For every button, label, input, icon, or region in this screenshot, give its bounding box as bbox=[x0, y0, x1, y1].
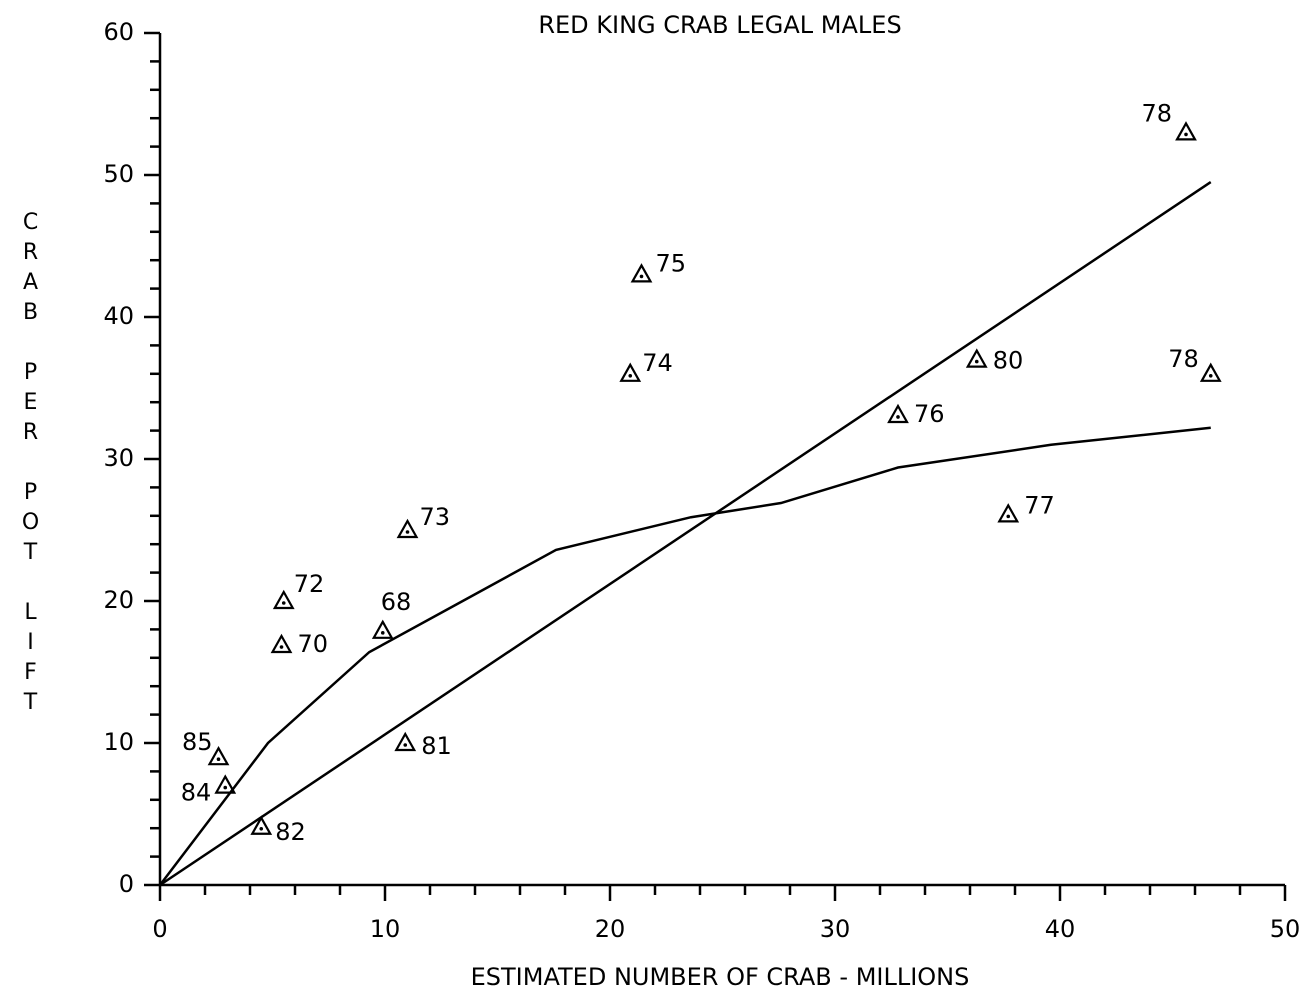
point bbox=[619, 362, 642, 382]
triangle-marker bbox=[887, 403, 909, 424]
triangle-marker bbox=[396, 518, 419, 539]
point bbox=[887, 403, 909, 424]
point bbox=[997, 503, 1020, 523]
point-label: 75 bbox=[656, 249, 687, 277]
marker-dot bbox=[1006, 514, 1011, 519]
point-label: 80 bbox=[993, 347, 1024, 375]
triangle-marker bbox=[371, 619, 394, 639]
point-label: 76 bbox=[914, 400, 945, 428]
y-tick-label: 40 bbox=[103, 302, 134, 330]
marker-dot bbox=[1208, 374, 1213, 378]
point bbox=[630, 263, 653, 283]
point-label: 74 bbox=[642, 349, 673, 377]
point bbox=[207, 745, 230, 766]
point-label: 85 bbox=[182, 728, 213, 756]
y-tick-label: 60 bbox=[103, 18, 134, 46]
curve bbox=[159, 181, 1212, 887]
marker-dot bbox=[896, 415, 900, 419]
y-tick-label: 30 bbox=[103, 444, 134, 472]
x-tick-label: 50 bbox=[1270, 915, 1301, 943]
marker-dot bbox=[403, 743, 408, 747]
point-label: 78 bbox=[1168, 345, 1199, 373]
x-tick-label: 10 bbox=[370, 915, 401, 943]
point bbox=[394, 731, 417, 752]
marker-dot bbox=[279, 645, 284, 649]
x-tick-label: 40 bbox=[1045, 915, 1076, 943]
x-tick-label: 30 bbox=[820, 915, 851, 943]
x-axis-label: ESTIMATED NUMBER OF CRAB - MILLIONS bbox=[471, 963, 970, 991]
point bbox=[965, 348, 988, 368]
point-label: 84 bbox=[181, 779, 212, 807]
y-tick-label: 20 bbox=[103, 586, 134, 614]
point bbox=[396, 518, 419, 539]
point-label: 82 bbox=[275, 818, 306, 846]
point-label: 73 bbox=[420, 503, 451, 531]
triangle-marker bbox=[997, 503, 1020, 523]
triangle-marker bbox=[1175, 121, 1197, 141]
point bbox=[371, 619, 394, 639]
chart-title: RED KING CRAB LEGAL MALES bbox=[538, 11, 901, 39]
point bbox=[1199, 362, 1222, 382]
triangle-marker bbox=[214, 774, 237, 794]
triangle-marker bbox=[965, 348, 988, 368]
triangle-marker bbox=[207, 745, 230, 766]
point bbox=[272, 589, 295, 610]
point-label: 81 bbox=[421, 732, 452, 760]
point bbox=[250, 815, 273, 835]
point-label: 70 bbox=[298, 630, 329, 658]
point-label: 77 bbox=[1024, 491, 1055, 519]
triangle-marker bbox=[619, 362, 642, 382]
marker-dot bbox=[974, 359, 979, 364]
triangle-marker bbox=[1199, 362, 1222, 382]
marker-dot bbox=[405, 530, 410, 534]
y-axis-label: CRAB PER POT LIFT bbox=[18, 210, 43, 720]
point bbox=[270, 633, 293, 654]
marker-dot bbox=[1184, 132, 1188, 137]
point bbox=[214, 774, 237, 794]
triangle-marker bbox=[250, 815, 273, 835]
point-label: 72 bbox=[294, 570, 325, 598]
y-tick-label: 10 bbox=[103, 728, 134, 756]
point-label: 78 bbox=[1141, 99, 1172, 127]
marker-dot bbox=[281, 601, 286, 605]
point bbox=[1175, 121, 1197, 141]
triangle-marker bbox=[394, 731, 417, 752]
marker-dot bbox=[380, 631, 385, 635]
triangle-marker bbox=[272, 589, 295, 610]
marker-dot bbox=[639, 274, 644, 279]
x-tick-label: 20 bbox=[595, 915, 626, 943]
triangle-marker bbox=[270, 633, 293, 654]
marker-dot bbox=[259, 826, 264, 831]
point-label: 68 bbox=[381, 588, 412, 616]
y-tick-label: 0 bbox=[119, 870, 134, 898]
y-tick-label: 50 bbox=[103, 160, 134, 188]
x-tick-label: 0 bbox=[152, 915, 167, 943]
marker-dot bbox=[216, 757, 221, 761]
curve bbox=[159, 426, 1211, 886]
triangle-marker bbox=[630, 263, 653, 283]
marker-dot bbox=[628, 374, 633, 378]
marker-dot bbox=[223, 785, 228, 790]
